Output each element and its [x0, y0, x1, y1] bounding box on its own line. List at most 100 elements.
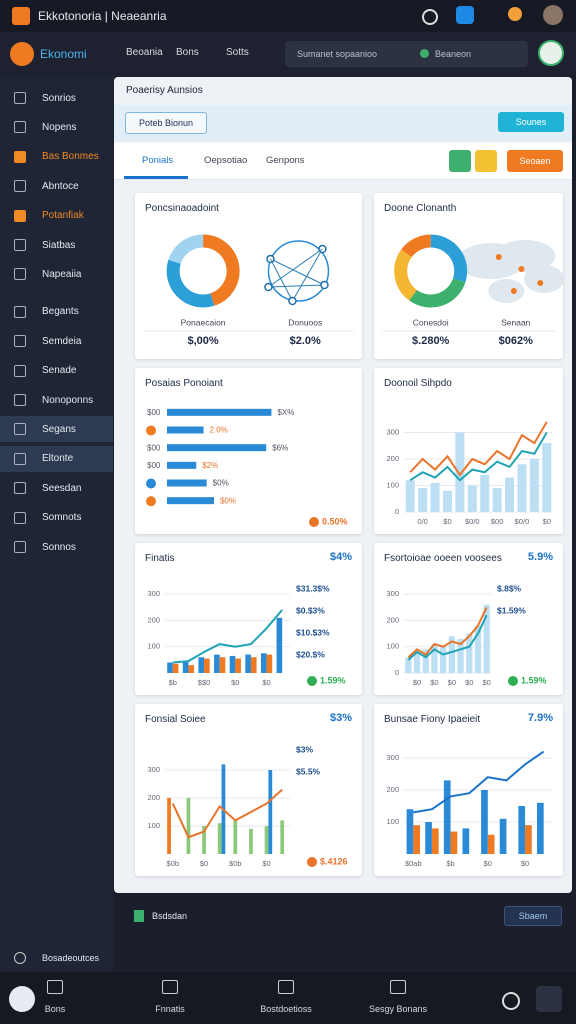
- x-tick-label: $0/0: [465, 517, 480, 526]
- sidebar-item[interactable]: Nopens: [0, 114, 113, 140]
- y-tick-label: 200: [147, 615, 160, 624]
- bar: [245, 654, 251, 673]
- sidebar-item[interactable]: Semdeia: [0, 328, 113, 354]
- bar: [466, 633, 473, 673]
- nav-label[interactable]: Bostdoetioss: [260, 1004, 312, 1014]
- sidebar-label: Bas Bonmes: [42, 151, 99, 163]
- sidebar-item[interactable]: Segans: [0, 416, 113, 443]
- bar-note: $0%: [213, 479, 229, 488]
- bottom-bar: Bons Fnnatis Bostdoetioss Sesgy Bonans: [0, 972, 576, 1024]
- note: $3%: [296, 744, 313, 754]
- tab[interactable]: Ponials: [142, 155, 174, 166]
- bar: [518, 806, 526, 854]
- sidebar-item[interactable]: Potanfiak: [0, 203, 113, 229]
- action-button[interactable]: Sounes: [498, 112, 564, 132]
- avatar[interactable]: [538, 40, 564, 66]
- card-title: Bunsae Fiony Ipaeieit: [384, 714, 481, 725]
- bar: [406, 809, 414, 854]
- avatar[interactable]: [543, 5, 563, 25]
- filter-button[interactable]: Poteb Bionun: [125, 112, 207, 134]
- sidebar-icon: [14, 482, 26, 495]
- icon[interactable]: [456, 6, 474, 24]
- note: $.8$%: [497, 583, 522, 593]
- nav-link[interactable]: Beoania: [126, 47, 163, 58]
- note: $5.5%: [296, 766, 321, 776]
- search-button[interactable]: Beaneon: [435, 49, 472, 59]
- bar: [448, 636, 455, 673]
- badge-dot: [307, 857, 317, 867]
- y-tick-label: 300: [386, 753, 399, 762]
- stat-value: $2.0%: [290, 335, 321, 347]
- search-box[interactable]: Sumanet sopaanioo Beaneon: [285, 41, 528, 67]
- sidebar-item[interactable]: Senade: [0, 358, 113, 384]
- x-tick-label: $0: [484, 859, 492, 868]
- sidebar-icon: [14, 268, 26, 281]
- donut-segment: [168, 234, 204, 265]
- bar: [492, 488, 502, 512]
- sidebar-item[interactable]: Sonrios: [0, 85, 113, 111]
- y-tick-label: 200: [386, 615, 399, 624]
- nav-link[interactable]: Bons: [176, 47, 199, 58]
- badge: $.4126: [320, 856, 348, 866]
- line: [413, 750, 545, 814]
- sidebar-item[interactable]: Bas Bonmes: [0, 144, 113, 170]
- bar: [204, 658, 210, 673]
- nav-label[interactable]: Sesgy Bonans: [368, 1004, 428, 1014]
- y-tick-label: 300: [386, 589, 399, 598]
- nav-link[interactable]: Sotts: [226, 47, 249, 58]
- icon[interactable]: [502, 992, 520, 1010]
- sidebar-icon: [14, 364, 26, 377]
- icon-button[interactable]: [449, 150, 471, 172]
- sidebar-item[interactable]: Seesdan: [0, 475, 113, 501]
- badge-dot: [309, 517, 319, 527]
- network-link: [269, 258, 293, 302]
- nav-label[interactable]: Bons: [44, 1004, 66, 1014]
- tab[interactable]: Oepsotiao: [204, 155, 248, 166]
- nav-icon[interactable]: [390, 980, 406, 994]
- icon[interactable]: [508, 7, 522, 21]
- card: Finatis $4% 100 200 300 $b $$0 $0 $0 $31.3$% $0.$3…: [135, 543, 362, 695]
- y-tick-label: 200: [386, 454, 399, 463]
- y-tick-label: 300: [147, 589, 160, 598]
- sidebar-item[interactable]: Somnots: [0, 505, 113, 531]
- icon[interactable]: [536, 986, 562, 1012]
- primary-button[interactable]: Seoaen: [507, 150, 563, 172]
- sidebar-label: Siatbas: [42, 239, 76, 251]
- bar: [413, 825, 421, 854]
- bar: [182, 661, 189, 673]
- sidebar-item[interactable]: Sonnos: [0, 534, 113, 560]
- heading: Poaerisy Aunsios: [126, 85, 203, 96]
- nav-label[interactable]: Fnnatis: [155, 1004, 185, 1014]
- sidebar-item[interactable]: Begants: [0, 299, 113, 325]
- sidebar-item[interactable]: Napeaiia: [0, 261, 113, 287]
- bar: [443, 780, 451, 854]
- sidebar-footer[interactable]: Bosadeoutces: [42, 953, 100, 963]
- nav-icon[interactable]: [278, 980, 294, 994]
- sidebar-item[interactable]: Abntoce: [0, 173, 113, 199]
- x-tick-label: $0: [231, 678, 239, 687]
- sidebar-icon: [14, 541, 26, 553]
- icon[interactable]: [422, 9, 438, 25]
- sidebar-item[interactable]: Siatbas: [0, 232, 113, 258]
- y-tick-label: 100: [147, 642, 160, 651]
- icon-button[interactable]: [475, 150, 497, 172]
- sidebar-item[interactable]: Eltonte: [0, 445, 113, 472]
- nav-icon[interactable]: [162, 980, 178, 994]
- footer-button[interactable]: Sbaem: [504, 906, 562, 926]
- sidebar-item[interactable]: Nonoponns: [0, 387, 113, 413]
- clock-icon[interactable]: [9, 986, 35, 1012]
- bar: [457, 638, 464, 673]
- donut-segment: [409, 277, 466, 308]
- bar: [217, 823, 222, 854]
- tab[interactable]: Genpons: [266, 155, 305, 166]
- sidebar: Sonrios Nopens Bas Bonmes Abntoce Potanfiak S…: [0, 76, 113, 1024]
- x-tick-label: $0: [482, 678, 490, 687]
- y-tick-label: 300: [147, 765, 160, 774]
- network-link: [270, 258, 325, 286]
- tab-indicator: [124, 176, 188, 179]
- card-title: Doone Clonanth: [384, 203, 457, 214]
- nav-icon[interactable]: [47, 980, 63, 994]
- card-chart: Ponaecaion $,00% Donuoos $2.0%: [143, 234, 354, 347]
- bar: [525, 825, 532, 854]
- badge-dot: [508, 676, 518, 686]
